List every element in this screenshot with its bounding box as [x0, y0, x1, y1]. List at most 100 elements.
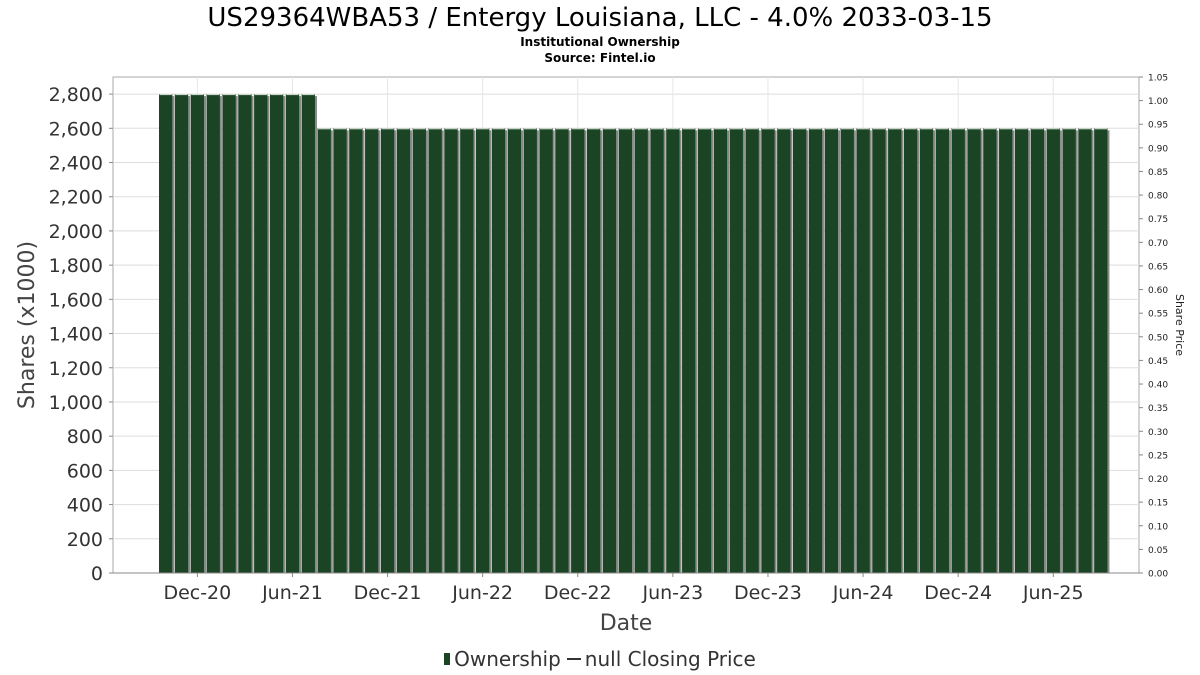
- ownership-bar: [856, 128, 870, 573]
- legend-ownership-swatch: [444, 652, 451, 665]
- ownership-bar: [1030, 128, 1045, 573]
- ownership-bar: [222, 94, 236, 573]
- ownership-bar: [793, 128, 807, 573]
- ownership-bar: [1062, 128, 1076, 573]
- x-tick-label: Dec-22: [544, 582, 612, 604]
- y-tick-label: 1,800: [49, 255, 103, 277]
- ownership-bar: [301, 94, 315, 573]
- y2-tick-label: 0.65: [1148, 262, 1168, 272]
- y2-tick-label: 1.05: [1148, 74, 1168, 84]
- y-tick-label: 400: [67, 495, 103, 517]
- ownership-bar: [428, 128, 442, 573]
- ownership-bar: [919, 128, 934, 573]
- ownership-bar: [650, 128, 664, 573]
- ownership-bar: [444, 128, 458, 573]
- ownership-bar: [555, 128, 569, 573]
- ownership-bar: [967, 128, 981, 573]
- y2-axis-title: Share Price: [1173, 294, 1186, 356]
- ownership-bar: [682, 128, 696, 573]
- ownership-bar: [951, 128, 965, 573]
- chart-subtitle: Institutional Ownership: [520, 35, 680, 49]
- y2-tick-label: 0.95: [1148, 121, 1168, 131]
- ownership-bar: [888, 128, 902, 573]
- ownership-bar: [206, 94, 220, 573]
- chart-title: US29364WBA53 / Entergy Louisiana, LLC - …: [207, 3, 993, 33]
- x-tick-label: Jun-23: [641, 582, 703, 604]
- y-tick-label: 1,600: [49, 289, 103, 311]
- y2-tick-label: 0.05: [1148, 546, 1168, 556]
- y-tick-label: 200: [67, 529, 103, 551]
- ownership-bar: [824, 128, 839, 573]
- ownership-bar: [317, 128, 331, 573]
- ownership-bar: [1094, 128, 1108, 573]
- y2-tick-label: 0.50: [1148, 333, 1168, 343]
- ownership-bar: [903, 128, 918, 573]
- legend: Ownership null Closing Price: [0, 646, 1200, 672]
- ownership-bar: [476, 128, 490, 573]
- x-tick-label: Jun-25: [1022, 582, 1084, 604]
- ownership-bar: [507, 128, 522, 573]
- ownership-bar: [1046, 128, 1060, 573]
- ownership-bar: [840, 128, 854, 573]
- ownership-bar: [745, 128, 759, 573]
- ownership-bar: [761, 128, 775, 573]
- ownership-bar: [269, 94, 284, 573]
- ownership-bar: [539, 128, 553, 573]
- y-tick-label: 2,000: [49, 221, 103, 243]
- y-tick-label: 800: [67, 426, 103, 448]
- x-tick-label: Dec-23: [734, 582, 802, 604]
- y2-tick-label: 0.20: [1148, 475, 1168, 485]
- y2-tick-label: 0.35: [1148, 404, 1168, 414]
- ownership-bar: [666, 128, 680, 573]
- legend-ownership-label: Ownership: [454, 647, 561, 671]
- y2-tick-label: 0.15: [1148, 499, 1168, 509]
- ownership-bar: [349, 128, 363, 573]
- ownership-bar: [380, 128, 395, 573]
- ownership-bar: [460, 128, 474, 573]
- x-tick-label: Dec-24: [924, 582, 992, 604]
- y2-tick-label: 0.85: [1148, 168, 1168, 178]
- ownership-bar: [713, 128, 728, 573]
- ownership-bar: [602, 128, 617, 573]
- ownership-bar: [285, 94, 300, 573]
- y2-tick-label: 0.60: [1148, 286, 1168, 296]
- y2-tick-label: 0.55: [1148, 310, 1168, 320]
- y-tick-label: 0: [91, 563, 103, 585]
- legend-price-swatch: [566, 657, 581, 660]
- x-tick-label: Jun-22: [451, 582, 513, 604]
- ownership-bars: [159, 94, 1110, 573]
- ownership-bar: [365, 128, 379, 573]
- ownership-bar: [935, 128, 949, 573]
- y-tick-label: 600: [67, 460, 103, 482]
- x-tick-label: Jun-21: [261, 582, 323, 604]
- legend-price-label: null Closing Price: [584, 647, 756, 671]
- ownership-bar: [396, 128, 411, 573]
- ownership-bar: [872, 128, 886, 573]
- ownership-bar: [1078, 128, 1092, 573]
- y-tick-label: 1,200: [49, 358, 103, 380]
- y2-tick-label: 0.75: [1148, 215, 1168, 225]
- ownership-bar: [983, 128, 997, 573]
- ownership-bar: [618, 128, 632, 573]
- ownership-bar: [697, 128, 712, 573]
- ownership-bar: [571, 128, 585, 573]
- ownership-bar: [1014, 128, 1029, 573]
- x-tick-label: Jun-24: [832, 582, 894, 604]
- x-axis: Dec-20 Jun-21 Dec-21 Jun-22 Dec-22 Jun-23 Dec-…: [113, 572, 1139, 604]
- y-axis-left: 0 200 400 600 800 1,000 1,200 1,400 1,600 1,800 2,…: [49, 84, 113, 585]
- ownership-bar: [729, 128, 743, 573]
- ownership-bar: [412, 128, 426, 573]
- y2-tick-label: 0.90: [1148, 144, 1168, 154]
- y-axis-title: Shares (x1000): [15, 241, 40, 409]
- ownership-bar: [190, 94, 205, 573]
- ownership-bar: [254, 94, 268, 573]
- chart-source: Source: Fintel.io: [544, 51, 656, 65]
- y2-tick-label: 0.10: [1148, 522, 1168, 532]
- ownership-bar: [159, 94, 173, 573]
- y2-tick-label: 0.45: [1148, 357, 1168, 367]
- ownership-bar: [634, 128, 648, 573]
- y-tick-label: 2,600: [49, 118, 103, 140]
- ownership-bar: [238, 94, 252, 573]
- ownership-bar: [174, 94, 189, 573]
